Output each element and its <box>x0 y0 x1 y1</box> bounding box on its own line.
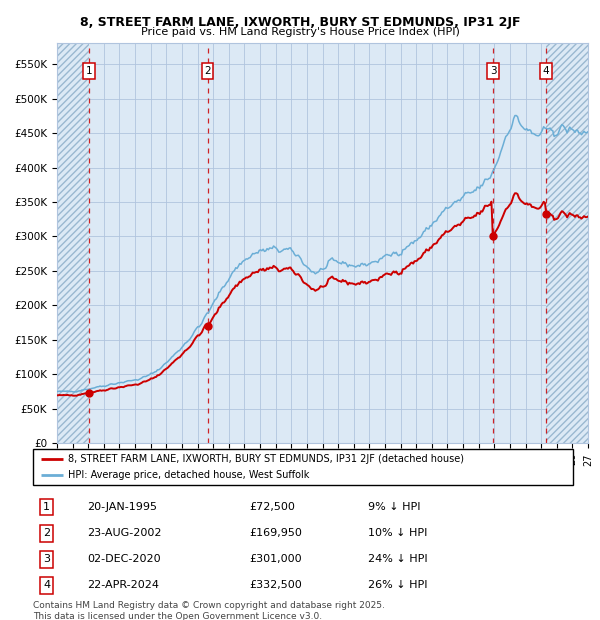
Text: 4: 4 <box>43 580 50 590</box>
Text: 22-APR-2024: 22-APR-2024 <box>87 580 159 590</box>
Text: HPI: Average price, detached house, West Suffolk: HPI: Average price, detached house, West… <box>68 470 310 480</box>
Text: £301,000: £301,000 <box>249 554 302 564</box>
Text: 3: 3 <box>43 554 50 564</box>
Text: Contains HM Land Registry data © Crown copyright and database right 2025.
This d: Contains HM Land Registry data © Crown c… <box>33 601 385 620</box>
Text: 02-DEC-2020: 02-DEC-2020 <box>87 554 161 564</box>
Text: 1: 1 <box>43 502 50 512</box>
Text: 24% ↓ HPI: 24% ↓ HPI <box>368 554 427 564</box>
Text: Price paid vs. HM Land Registry's House Price Index (HPI): Price paid vs. HM Land Registry's House … <box>140 27 460 37</box>
Text: 1: 1 <box>86 66 92 76</box>
Text: 3: 3 <box>490 66 496 76</box>
Text: £332,500: £332,500 <box>249 580 302 590</box>
Text: 2: 2 <box>43 528 50 538</box>
Text: 20-JAN-1995: 20-JAN-1995 <box>87 502 157 512</box>
Text: 4: 4 <box>542 66 550 76</box>
Text: 10% ↓ HPI: 10% ↓ HPI <box>368 528 427 538</box>
Bar <box>57 43 89 443</box>
Text: 9% ↓ HPI: 9% ↓ HPI <box>368 502 420 512</box>
FancyBboxPatch shape <box>33 449 573 485</box>
Text: 23-AUG-2002: 23-AUG-2002 <box>87 528 161 538</box>
Text: £72,500: £72,500 <box>249 502 295 512</box>
Text: 26% ↓ HPI: 26% ↓ HPI <box>368 580 427 590</box>
Text: £169,950: £169,950 <box>249 528 302 538</box>
Bar <box>546 43 588 443</box>
Text: 8, STREET FARM LANE, IXWORTH, BURY ST EDMUNDS, IP31 2JF (detached house): 8, STREET FARM LANE, IXWORTH, BURY ST ED… <box>68 454 464 464</box>
Text: 2: 2 <box>204 66 211 76</box>
Text: 8, STREET FARM LANE, IXWORTH, BURY ST EDMUNDS, IP31 2JF: 8, STREET FARM LANE, IXWORTH, BURY ST ED… <box>80 16 520 29</box>
